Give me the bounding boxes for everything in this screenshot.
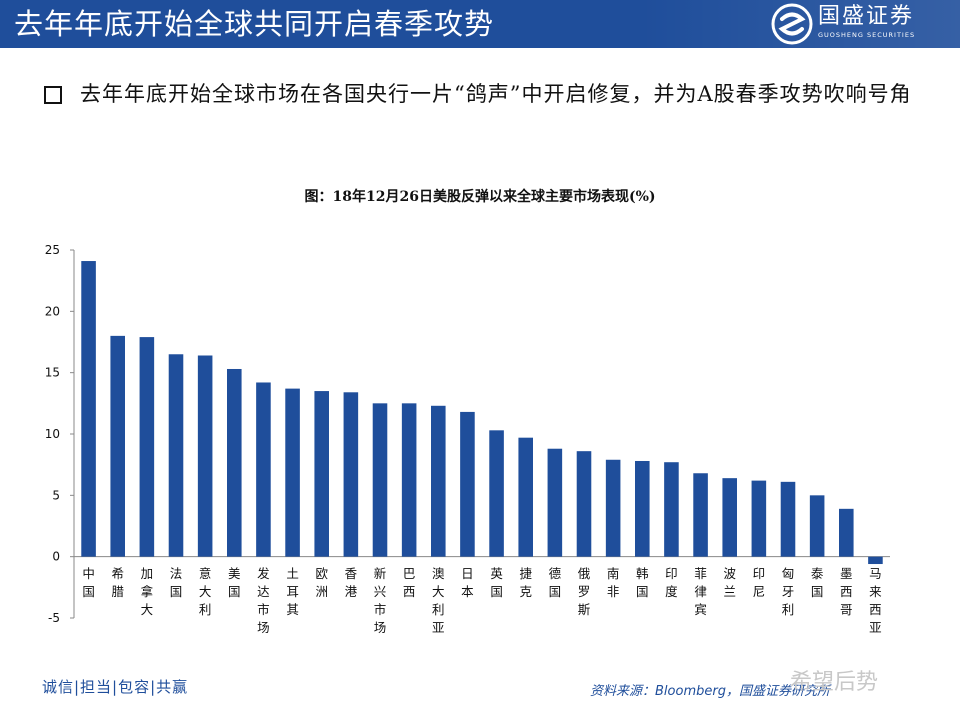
bar [576, 451, 592, 557]
category-label: 捷克 [519, 566, 532, 599]
bullet-square-icon [44, 86, 62, 104]
bar [780, 481, 796, 557]
category-label: 法国 [170, 566, 183, 599]
page-title: 去年年底开始全球共同开启春季攻势 [14, 7, 495, 41]
category-label: 俄罗斯 [578, 566, 591, 617]
category-label: 匈牙利 [782, 566, 795, 617]
category-label: 中国 [82, 566, 95, 599]
category-label: 韩国 [636, 566, 649, 599]
footer-source: 资料来源：Bloomberg，国盛证券研究所 [590, 684, 830, 699]
bar [197, 355, 213, 557]
category-label: 欧洲 [315, 566, 328, 599]
y-tick-label: 20 [45, 304, 60, 318]
bar [664, 462, 679, 557]
category-label: 德国 [549, 566, 562, 599]
y-tick-label: -5 [48, 611, 60, 625]
category-label: 波兰 [723, 566, 736, 599]
bar [489, 430, 504, 557]
category-label: 印尼 [753, 566, 766, 599]
bar [285, 388, 300, 557]
watermark: 希望后势 [790, 670, 879, 695]
bar [431, 405, 446, 557]
category-label: 泰国 [811, 566, 824, 599]
logo-icon [771, 3, 813, 45]
category-label: 墨西哥 [840, 566, 853, 617]
y-tick-label: 0 [52, 550, 60, 564]
category-label: 菲律宾 [694, 566, 707, 617]
category-label: 马来西亚 [869, 566, 882, 635]
category-label: 新兴市场 [374, 566, 387, 635]
category-label: 意大利 [199, 566, 212, 617]
header-bar: 去年年底开始全球共同开启春季攻势 国盛证券 GUOSHENG SECURITIE… [0, 0, 960, 48]
bar [605, 459, 621, 557]
logo-english-name: GUOSHENG SECURITIES [818, 31, 916, 39]
category-label: 土耳其 [286, 566, 299, 617]
category-label: 印度 [665, 566, 678, 599]
bar [110, 335, 125, 557]
bar [314, 391, 329, 557]
bar [372, 403, 388, 557]
bar [81, 261, 96, 557]
category-label: 美国 [228, 566, 241, 599]
company-logo: 国盛证券 GUOSHENG SECURITIES [770, 2, 960, 46]
y-tick-label: 15 [45, 366, 60, 380]
bar [518, 437, 533, 557]
chart-title: 图：18年12月26日美股反弹以来全球主要市场表现(%) [304, 189, 656, 205]
bars [81, 261, 883, 565]
bar [343, 392, 359, 557]
bar [693, 473, 708, 557]
bar [139, 337, 155, 557]
bar [635, 460, 650, 557]
category-label: 希腊 [111, 566, 124, 599]
bar [751, 480, 767, 557]
bar [839, 508, 854, 557]
category-label: 发达市场 [257, 566, 270, 635]
y-tick-label: 10 [45, 427, 60, 441]
category-label: 英国 [490, 566, 503, 599]
bar [868, 556, 883, 565]
bar [460, 411, 475, 557]
bar [256, 382, 271, 557]
bar [722, 478, 737, 557]
logo-name: 国盛证券 [818, 4, 915, 29]
bar [227, 368, 242, 557]
y-tick-label: 5 [52, 488, 60, 502]
category-label: 日本 [461, 566, 474, 599]
category-label: 香港 [345, 566, 358, 599]
y-tick-label: 25 [45, 243, 60, 257]
bullet-text: 去年年底开始全球市场在各国央行一片“鸽声”中开启修复，并为A股春季攻势吹响号角 [80, 82, 912, 106]
bar [809, 495, 825, 557]
bar [547, 448, 563, 557]
category-label: 澳大利亚 [432, 566, 445, 635]
category-label: 南非 [607, 566, 620, 599]
bar [168, 354, 184, 557]
category-label: 巴西 [403, 566, 416, 599]
bar [401, 403, 417, 557]
category-label: 加拿大 [141, 566, 154, 617]
footer-motto: 诚信|担当|包容|共赢 [42, 678, 189, 696]
